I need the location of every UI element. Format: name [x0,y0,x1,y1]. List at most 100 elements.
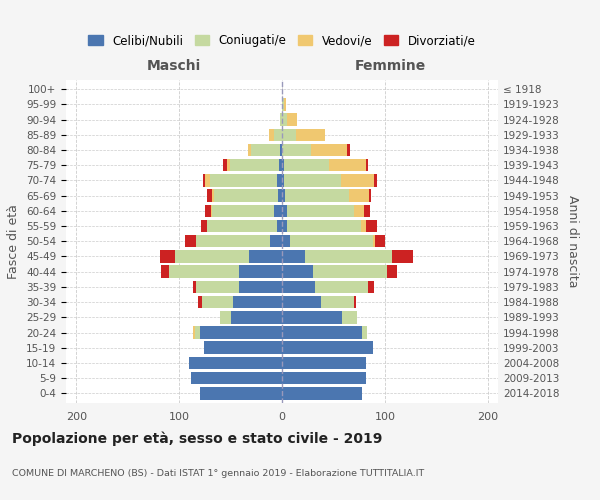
Bar [239,266,282,278]
Bar [191,372,282,384]
Bar [280,114,282,126]
Bar [274,128,282,141]
Bar [212,204,274,217]
Bar [194,326,200,339]
Bar [392,250,413,262]
Bar [374,235,385,248]
Bar [277,174,282,186]
Bar [200,387,282,400]
Bar [233,296,282,308]
Bar [305,250,392,262]
Bar [227,159,230,172]
Bar [315,280,368,293]
Bar [282,266,313,278]
Bar [321,296,354,308]
Bar [341,174,374,186]
Bar [279,159,282,172]
Bar [287,204,354,217]
Bar [212,190,214,202]
Bar [362,326,367,339]
Bar [347,144,350,156]
Bar [282,190,285,202]
Bar [269,128,274,141]
Bar [282,311,341,324]
Bar [207,190,212,202]
Bar [311,144,347,156]
Bar [290,235,373,248]
Bar [287,114,298,126]
Bar [230,311,282,324]
Bar [284,174,341,186]
Bar [205,204,211,217]
Bar [197,296,202,308]
Bar [230,159,279,172]
Bar [269,235,282,248]
Bar [282,174,284,186]
Bar [282,98,284,110]
Bar [274,204,282,217]
Bar [341,311,357,324]
Bar [282,144,311,156]
Bar [349,190,370,202]
Bar [374,174,377,186]
Bar [287,220,361,232]
Bar [204,342,282,354]
Bar [284,98,286,110]
Bar [239,280,282,293]
Bar [354,296,356,308]
Bar [282,220,287,232]
Bar [220,311,230,324]
Bar [248,144,251,156]
Bar [282,204,287,217]
Y-axis label: Anni di nascita: Anni di nascita [566,195,579,288]
Bar [202,296,233,308]
Bar [205,174,210,186]
Bar [282,356,367,369]
Bar [280,144,282,156]
Text: Popolazione per età, sesso e stato civile - 2019: Popolazione per età, sesso e stato civil… [12,431,382,446]
Bar [354,204,364,217]
Text: Femmine: Femmine [355,59,425,73]
Bar [282,372,367,384]
Bar [210,174,277,186]
Bar [367,159,368,172]
Bar [201,220,207,232]
Y-axis label: Fasce di età: Fasce di età [7,204,20,279]
Text: COMUNE DI MARCHENO (BS) - Dati ISTAT 1° gennaio 2019 - Elaborazione TUTTITALIA.I: COMUNE DI MARCHENO (BS) - Dati ISTAT 1° … [12,469,424,478]
Bar [296,128,325,141]
Bar [361,220,367,232]
Bar [282,128,296,141]
Bar [282,296,321,308]
Bar [211,204,212,217]
Bar [282,326,362,339]
Bar [282,159,284,172]
Bar [185,235,196,248]
Bar [196,280,239,293]
Bar [282,342,373,354]
Bar [285,190,349,202]
Bar [282,114,287,126]
Bar [282,235,290,248]
Bar [329,159,367,172]
Bar [373,235,374,248]
Bar [161,266,169,278]
Bar [160,250,175,262]
Bar [190,356,282,369]
Bar [282,387,362,400]
Bar [193,326,194,339]
Bar [223,159,227,172]
Bar [387,266,397,278]
Bar [175,250,249,262]
Bar [214,190,278,202]
Bar [284,159,329,172]
Bar [282,250,305,262]
Bar [368,280,374,293]
Bar [278,190,282,202]
Bar [249,250,282,262]
Bar [196,235,269,248]
Bar [313,266,387,278]
Legend: Celibi/Nubili, Coniugati/e, Vedovi/e, Divorziati/e: Celibi/Nubili, Coniugati/e, Vedovi/e, Di… [83,30,481,52]
Bar [169,266,239,278]
Text: Maschi: Maschi [147,59,201,73]
Bar [251,144,280,156]
